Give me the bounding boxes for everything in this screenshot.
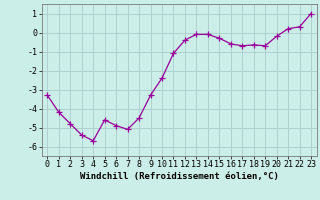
X-axis label: Windchill (Refroidissement éolien,°C): Windchill (Refroidissement éolien,°C) — [80, 172, 279, 181]
